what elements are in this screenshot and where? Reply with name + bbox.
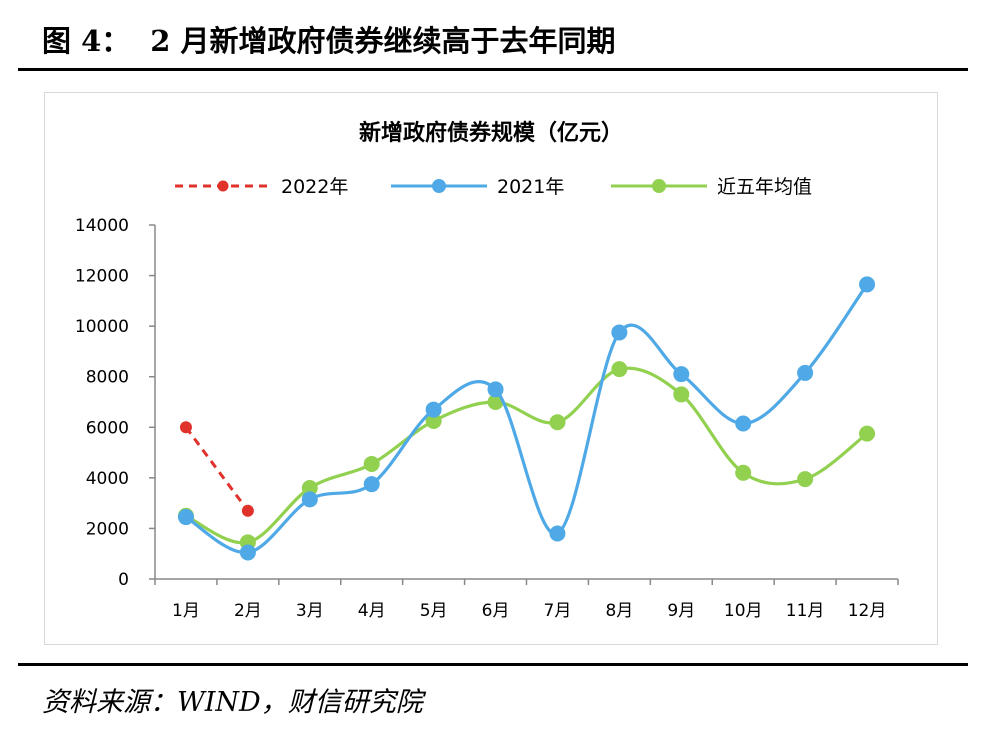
data-point [425, 401, 442, 418]
y-tick-label: 14000 [75, 216, 129, 236]
y-tick-label: 4000 [86, 469, 129, 489]
data-point [425, 412, 442, 429]
data-point [487, 381, 504, 398]
chart-frame [44, 92, 938, 645]
data-point [797, 471, 814, 488]
legend-label: 2021年 [497, 176, 564, 198]
legend-swatch-marker [432, 179, 446, 193]
series-line [184, 426, 250, 512]
data-point [611, 324, 628, 341]
data-point [301, 491, 318, 508]
x-tick-label: 3月 [296, 601, 324, 621]
data-point [363, 476, 380, 493]
y-tick-label: 6000 [86, 418, 129, 438]
data-point [735, 415, 752, 432]
legend-swatch-marker [217, 180, 229, 192]
data-point [797, 364, 814, 381]
chart-title: 新增政府债券规模（亿元） [359, 120, 623, 146]
source-note: 资料来源：WIND，财信研究院 [42, 687, 423, 718]
data-point [611, 361, 628, 378]
series-1 [177, 276, 876, 561]
x-tick-label: 11月 [786, 601, 825, 621]
legend-swatch-marker [652, 179, 666, 193]
data-point [735, 464, 752, 481]
data-point [301, 479, 318, 496]
legend-item: 近五年均值 [611, 176, 812, 198]
x-tick-label: 12月 [848, 601, 887, 621]
x-tick-label: 6月 [482, 601, 510, 621]
y-tick-label: 8000 [86, 368, 129, 388]
series-2 [177, 361, 876, 551]
figure-title: 图 4： 2 月新增政府债券继续高于去年同期 [42, 18, 616, 60]
data-point [363, 455, 380, 472]
legend-label: 近五年均值 [717, 176, 812, 198]
x-tick-label: 7月 [544, 601, 572, 621]
x-tick-label: 1月 [172, 601, 200, 621]
data-point [859, 425, 876, 442]
data-point [487, 394, 504, 410]
data-point [673, 386, 690, 403]
x-tick-label: 9月 [667, 601, 695, 621]
x-tick-label: 2月 [234, 601, 262, 621]
x-tick-label: 5月 [420, 601, 448, 621]
data-point [239, 544, 256, 561]
data-point [549, 525, 566, 542]
data-point [549, 414, 566, 431]
figure-title-text: 2 月新增政府债券继续高于去年同期 [150, 24, 616, 58]
figure-label: 图 4： [42, 24, 131, 58]
y-tick-label: 12000 [75, 267, 129, 287]
data-point [179, 421, 192, 434]
legend-label: 2022年 [281, 176, 348, 198]
data-point [241, 504, 254, 517]
y-tick-label: 0 [118, 570, 129, 590]
data-point [673, 366, 690, 383]
legend: 2022年 2021年 近五年均值 [175, 176, 812, 198]
top-rule [18, 68, 968, 71]
axes: 0 2000 4000 6000 8000 10000 12000 14000 1月 2月 3月 4月… [75, 216, 899, 621]
data-point [859, 276, 876, 293]
legend-item: 2021年 [391, 176, 564, 198]
x-tick-label: 8月 [605, 601, 633, 621]
series-group [177, 276, 876, 561]
y-tick-label: 10000 [75, 317, 129, 337]
legend-item: 2022年 [175, 176, 348, 198]
data-point [177, 509, 194, 526]
x-tick-label: 4月 [358, 601, 386, 621]
bottom-rule [18, 663, 968, 666]
y-tick-label: 2000 [86, 519, 129, 539]
series-0 [179, 421, 254, 517]
series-line [185, 283, 869, 555]
x-tick-label: 10月 [724, 601, 763, 621]
